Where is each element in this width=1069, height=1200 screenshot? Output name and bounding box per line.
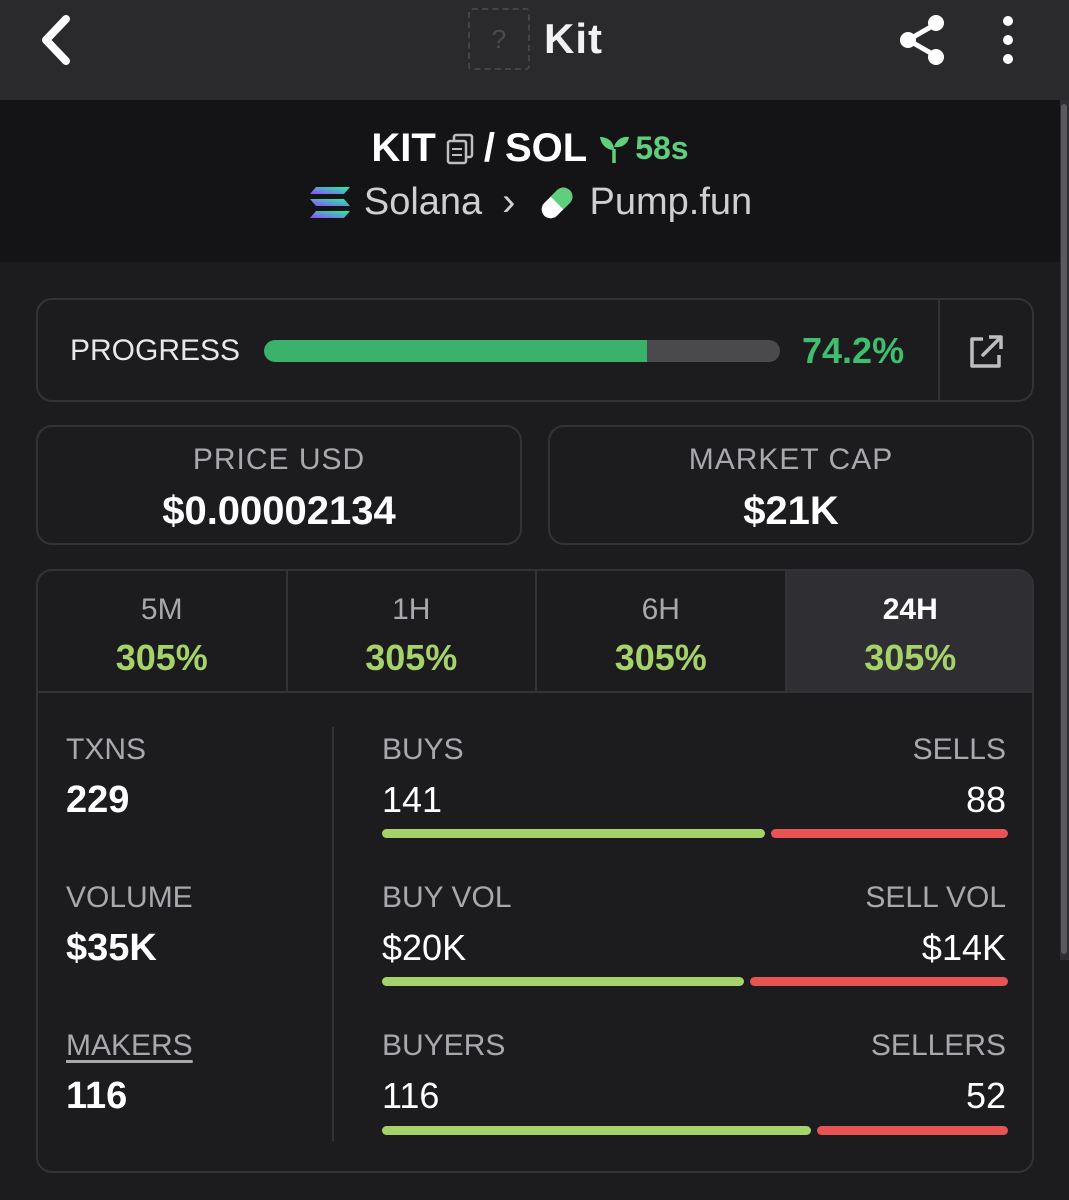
title-group: ? Kit [468,8,603,70]
pill-icon [541,187,572,218]
pair-separator: / [483,126,495,170]
placeholder-glyph: ? [491,23,507,54]
dex-link[interactable]: Pump.fun [536,181,753,224]
tab-5m[interactable]: 5M 305% [38,571,288,691]
tab-change: 305% [365,637,458,678]
txns-value: 229 [66,779,130,821]
progress-label: PROGRESS [70,334,241,367]
bonding-progress-card: PROGRESS 74.2% [36,298,1034,402]
buy-vol-label: BUY VOL [382,881,512,914]
buys-value: 141 [382,779,443,820]
tab-label: 6H [641,593,680,626]
token-logo-placeholder: ? [468,8,530,70]
buys-bar [382,829,765,838]
tab-1h[interactable]: 1H 305% [288,571,537,691]
solana-icon [309,186,350,218]
back-icon [42,15,70,65]
buy-vol-value: $20K [382,927,467,968]
progress-bar [264,340,780,362]
txns-label: TXNS [66,733,147,766]
share-icon [900,15,944,65]
sellers-value: 52 [965,1075,1006,1116]
volume-value: $35K [66,927,157,969]
tab-change: 305% [614,637,707,678]
dex-name: Pump.fun [589,181,753,223]
tab-label: 5M [140,593,183,626]
sell-vol-label: SELL VOL [865,881,1006,914]
top-app-bar: ? Kit [0,0,1069,100]
tab-6h[interactable]: 6H 305% [537,571,787,691]
price-usd-value: $0.00002134 [162,489,396,533]
tab-label: 24H [882,593,938,626]
buyers-value: 116 [382,1075,440,1116]
more-vertical-icon-dot [1003,35,1013,45]
tab-24h[interactable]: 24H 305% [786,571,1032,691]
progress-bar-fill [264,340,647,362]
chevron-right-icon: › [502,180,516,224]
buy-vol-bar [382,977,744,986]
price-usd-card: PRICE USD $0.00002134 [36,425,522,545]
progress-divider [938,300,940,400]
external-link-icon [970,335,1003,368]
copy-button[interactable] [446,133,474,165]
more-options-button[interactable] [990,12,1026,68]
sells-bar [771,829,1008,838]
price-usd-label: PRICE USD [192,443,366,476]
market-cap-card: MARKET CAP $21K [548,425,1034,545]
sell-vol-value: $14K [921,927,1006,968]
pair-age: 58s [597,130,689,167]
age-text: 58s [635,130,689,166]
buyers-label: BUYERS [382,1029,506,1062]
sells-label: SELLS [912,733,1006,766]
makers-value: 116 [66,1075,128,1117]
makers-label[interactable]: MAKERS [66,1029,193,1062]
breadcrumb: Solana › Pump.fun [0,180,1060,225]
sprout-icon [600,136,630,163]
share-button[interactable] [894,12,950,68]
buyers-bar [382,1126,811,1135]
scrollbar-thumb[interactable] [1061,104,1067,954]
back-button[interactable] [30,14,80,66]
pair-header [0,100,1060,262]
sells-value: 88 [965,779,1006,820]
copy-icon [446,133,474,164]
tab-change: 305% [115,637,208,678]
chain-link[interactable]: Solana [308,181,482,224]
metrics-divider [332,727,334,1141]
sellers-bar [817,1126,1008,1135]
more-vertical-icon-dot [1003,54,1013,64]
buys-label: BUYS [382,733,464,766]
tab-change: 305% [864,637,957,678]
market-cap-value: $21K [743,489,839,533]
base-symbol: KIT [371,126,436,170]
sellers-label: SELLERS [870,1029,1006,1062]
pair-title: KIT / SOL 58s [0,126,1060,171]
page-title: Kit [544,15,603,62]
open-external-button[interactable] [966,332,1006,372]
sell-vol-bar [750,977,1008,986]
timeframe-panel: 5M 305% 1H 305% 6H 305% 24H 305% TXNS 22… [36,569,1034,1173]
progress-value: 74.2% [802,330,905,371]
tab-label: 1H [392,593,431,626]
volume-label: VOLUME [66,881,193,914]
market-cap-label: MARKET CAP [688,443,894,476]
chain-name: Solana [363,181,483,223]
quote-symbol: SOL [504,126,588,170]
more-vertical-icon [1003,16,1013,26]
timeframe-tabs: 5M 305% 1H 305% 6H 305% 24H 305% [38,571,1032,693]
